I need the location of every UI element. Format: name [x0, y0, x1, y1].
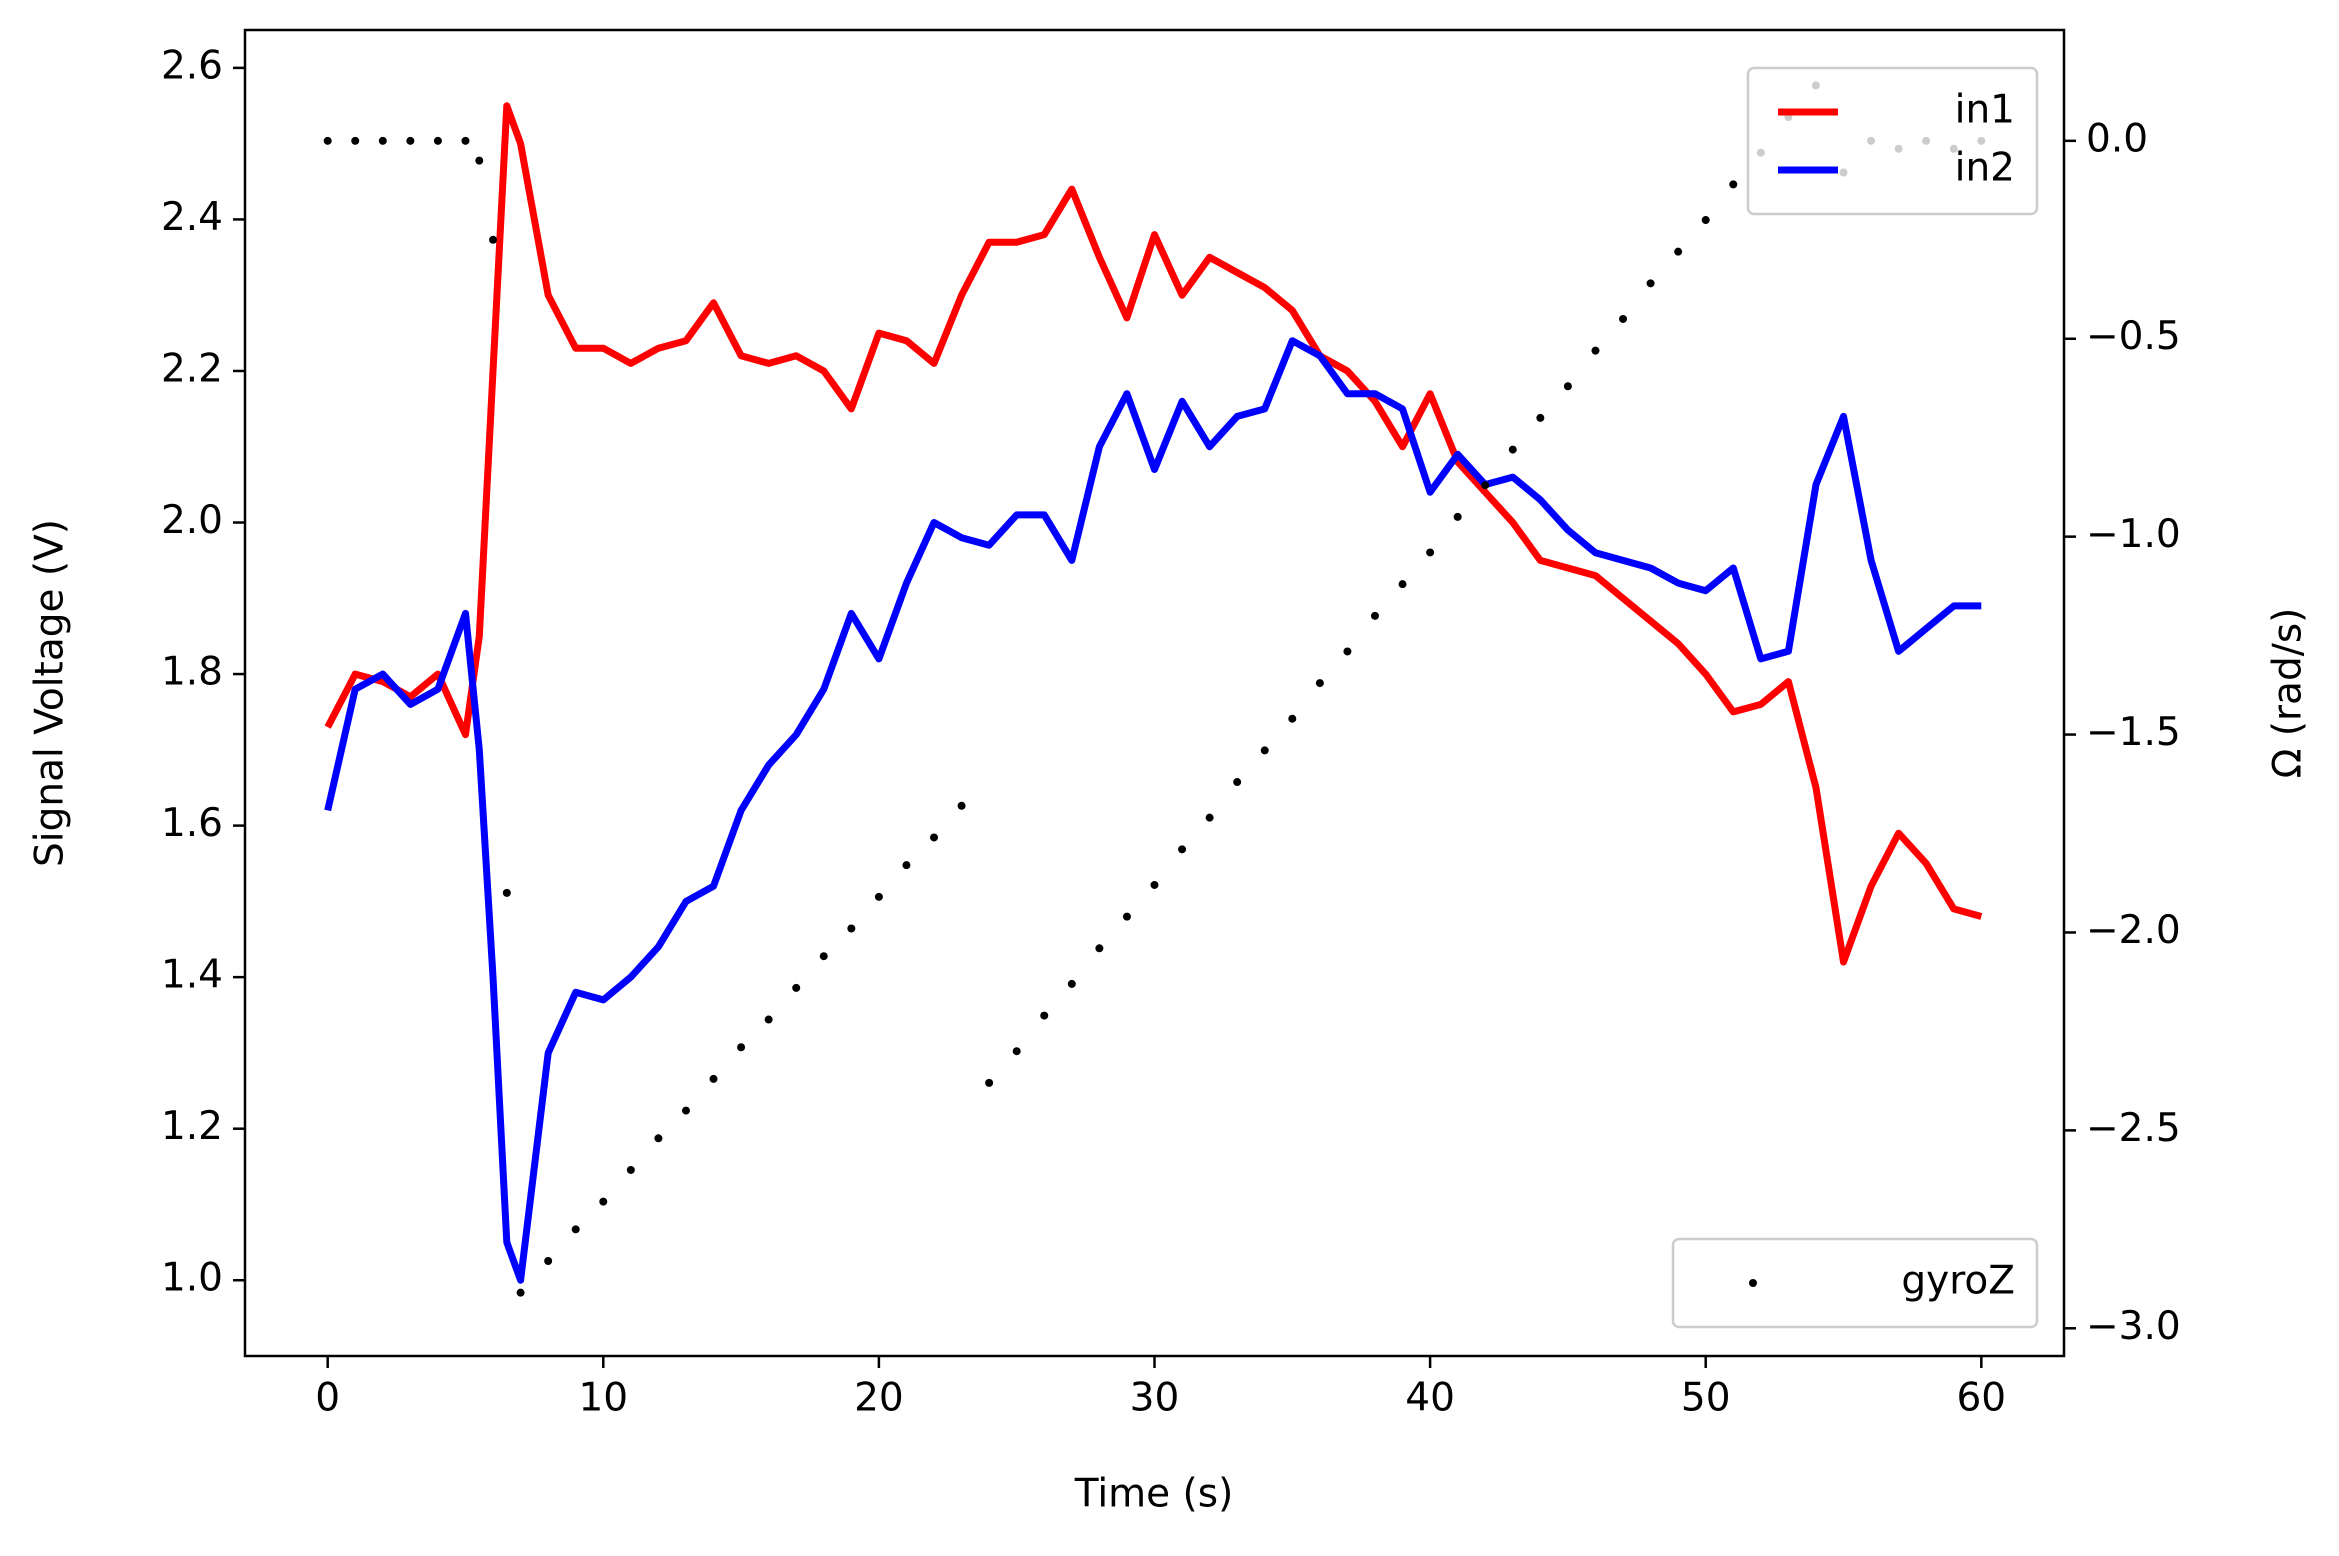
data-point — [847, 924, 856, 933]
x-tick-label: 50 — [1681, 1376, 1731, 1421]
data-point — [1288, 714, 1297, 723]
data-point — [544, 1257, 553, 1266]
data-point — [1040, 1011, 1049, 1020]
x-tick-label: 60 — [1956, 1376, 2006, 1421]
data-point — [1095, 944, 1104, 953]
data-point — [475, 156, 484, 165]
y2-tick-label: −2.5 — [2086, 1106, 2181, 1151]
data-point — [1012, 1047, 1021, 1056]
data-point — [323, 136, 332, 145]
data-point — [1426, 548, 1435, 557]
y-tick-label: 1.0 — [161, 1256, 223, 1301]
x-tick-label: 10 — [578, 1376, 628, 1421]
y-tick-label: 1.8 — [161, 650, 223, 695]
data-point — [792, 983, 801, 992]
data-point — [1508, 445, 1517, 454]
data-point — [461, 136, 470, 145]
y-axis-label: Signal Voltage (V) — [28, 519, 73, 867]
data-point — [1646, 279, 1655, 288]
data-point — [1591, 346, 1600, 355]
data-point — [1260, 746, 1269, 755]
data-point — [1205, 813, 1214, 822]
data-point — [599, 1197, 608, 1206]
y-tick-label: 1.2 — [161, 1104, 223, 1149]
data-point — [378, 136, 387, 145]
data-point — [874, 892, 883, 901]
data-point — [681, 1106, 690, 1115]
data-point — [902, 861, 911, 870]
y2-axis-label: Ω (rad/s) — [2266, 608, 2311, 779]
y2-tick-label: −2.0 — [2086, 908, 2181, 953]
data-point — [433, 136, 442, 145]
y2-tick-label: −3.0 — [2086, 1304, 2181, 1349]
data-point — [1150, 880, 1159, 889]
y2-tick-label: 0.0 — [2086, 116, 2148, 161]
y2-tick-label: −1.0 — [2086, 512, 2181, 557]
x-axis-label: Time (s) — [1074, 1472, 1234, 1517]
data-point — [737, 1043, 746, 1052]
data-point — [1233, 778, 1242, 787]
data-point — [1343, 647, 1352, 656]
data-point — [819, 952, 828, 961]
y2-tick-label: −0.5 — [2086, 314, 2181, 359]
data-point — [489, 235, 498, 244]
data-point — [1178, 845, 1187, 854]
y-tick-label: 1.4 — [161, 953, 223, 998]
data-point — [1729, 180, 1738, 189]
legend-label: gyroZ — [1901, 1259, 2015, 1304]
y2-tick-label: −1.5 — [2086, 710, 2181, 755]
data-point — [1315, 679, 1324, 688]
legend-box — [1746, 66, 2039, 216]
data-point — [654, 1134, 663, 1143]
data-point — [571, 1225, 580, 1234]
x-tick-label: 20 — [854, 1376, 904, 1421]
y-tick-label: 2.2 — [161, 346, 223, 391]
data-point — [1067, 979, 1076, 988]
data-point — [1536, 413, 1545, 422]
data-point — [764, 1015, 773, 1024]
data-point — [1481, 481, 1490, 490]
y-tick-label: 1.6 — [161, 801, 223, 846]
y-tick-label: 2.6 — [161, 43, 223, 88]
data-point — [1398, 580, 1407, 589]
data-point — [1453, 512, 1462, 521]
data-point — [516, 1288, 525, 1297]
data-point — [1701, 215, 1710, 224]
data-point — [930, 833, 939, 842]
legend-marker — [1749, 1279, 1757, 1287]
y-tick-label: 2.0 — [161, 498, 223, 543]
x-tick-label: 30 — [1130, 1376, 1180, 1421]
y-tick-label: 2.4 — [161, 195, 223, 240]
data-point — [1370, 611, 1379, 620]
x-tick-label: 0 — [315, 1376, 340, 1421]
data-point — [957, 801, 966, 810]
legend-label: in1 — [1955, 88, 2015, 133]
data-point — [709, 1074, 718, 1083]
data-point — [1563, 382, 1572, 391]
data-point — [1674, 247, 1683, 256]
legend-box — [1671, 1237, 2039, 1329]
series-line — [324, 337, 1982, 1284]
legend-label: in2 — [1955, 146, 2015, 191]
x-tick-label: 40 — [1405, 1376, 1455, 1421]
data-point — [351, 136, 360, 145]
data-point — [1619, 314, 1628, 323]
data-point — [406, 136, 415, 145]
data-point — [502, 888, 511, 897]
series-line — [324, 102, 1983, 966]
data-point — [626, 1165, 635, 1174]
data-point — [985, 1078, 994, 1087]
data-point — [1122, 912, 1131, 921]
